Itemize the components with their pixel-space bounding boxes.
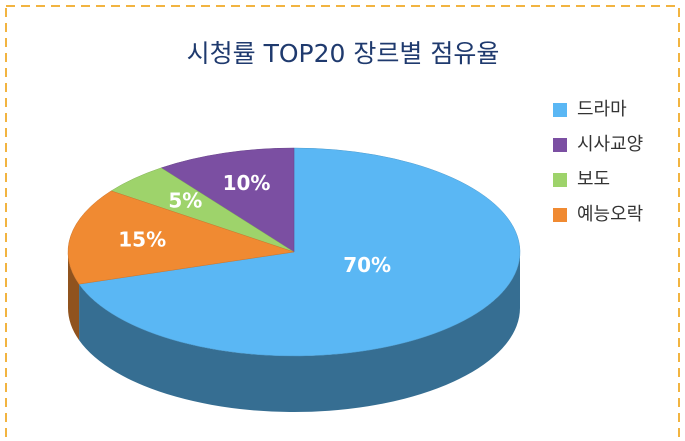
legend-swatch xyxy=(553,208,567,222)
legend-label: 예능오락 xyxy=(577,204,643,225)
slice xyxy=(78,147,521,357)
value-label: 5% xyxy=(168,188,202,212)
frame xyxy=(5,5,680,441)
legend-swatch xyxy=(553,138,567,152)
pie-labels: 70% 10% 5%15% xyxy=(118,171,391,277)
legend-label: 시사교양 xyxy=(577,134,643,155)
slice xyxy=(160,147,295,253)
pie-sides xyxy=(68,252,521,412)
value-label: 10% xyxy=(223,171,271,195)
slice-side xyxy=(68,252,80,341)
chart-title: 시청률 TOP20 장르별 점유율 xyxy=(187,39,500,68)
legend-label: 보도 xyxy=(577,169,610,190)
legend-swatch xyxy=(553,103,567,117)
legend-swatch xyxy=(553,173,567,187)
pie-tops xyxy=(67,147,521,357)
value-label: 70% xyxy=(343,253,391,277)
slice-side xyxy=(79,252,521,412)
value-label: 15% xyxy=(118,227,166,251)
legend-label: 드라마 xyxy=(577,99,627,120)
slice xyxy=(67,190,295,285)
